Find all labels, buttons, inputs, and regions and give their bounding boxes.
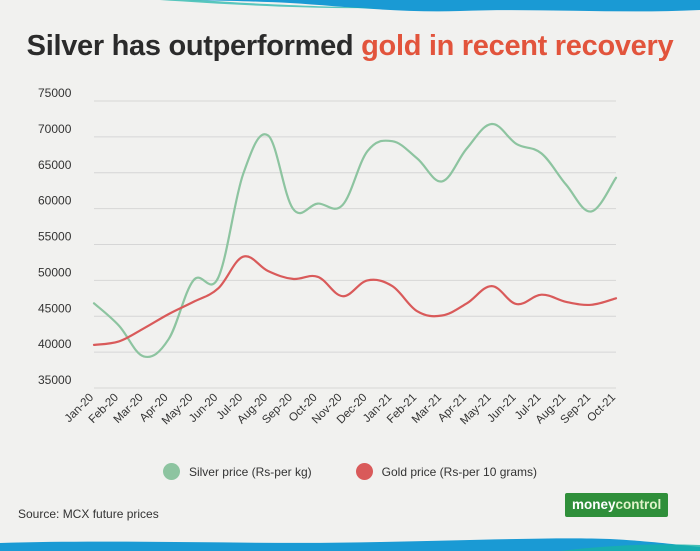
legend-label-gold: Gold price (Rs-per 10 grams)	[381, 464, 538, 479]
y-tick-label: 70000	[38, 122, 72, 136]
logo-text-money: money	[572, 497, 616, 512]
y-tick-label: 50000	[38, 265, 72, 279]
y-tick-label: 55000	[38, 230, 72, 244]
y-tick-label: 40000	[38, 337, 72, 351]
legend-item-gold: Gold price (Rs-per 10 grams)	[355, 463, 538, 480]
y-tick-label: 35000	[38, 373, 72, 387]
source-note: Source: MCX future prices	[18, 507, 159, 521]
silver-series-line	[92, 122, 618, 359]
gold-series-line	[92, 255, 618, 346]
line-chart: 35000 40000 45000 50000 55000 60000 65000 70000…	[38, 86, 618, 428]
x-tick-label: Oct-21	[585, 392, 618, 425]
bottom-wave-decoration	[0, 538, 700, 551]
legend-swatch-silver	[162, 463, 180, 480]
legend-label-silver: Silver price (Rs-per kg)	[188, 464, 312, 479]
y-tick-label: 65000	[38, 158, 72, 172]
top-wave-decoration	[0, 0, 700, 12]
title-part-accent: gold in recent recovery	[361, 30, 674, 62]
x-axis-ticks: Jan-20Feb-20Mar-20Apr-20May-20Jun-20Jul-…	[63, 392, 618, 428]
series-lines	[92, 122, 618, 359]
logo-text-control: control	[615, 497, 662, 512]
legend-swatch-gold	[355, 463, 373, 480]
title-part-dark: Silver has outperformed	[26, 30, 354, 62]
moneycontrol-logo: moneycontrol	[565, 493, 669, 517]
y-tick-label: 60000	[38, 194, 72, 208]
y-tick-label: 45000	[38, 301, 72, 315]
y-axis-ticks: 35000 40000 45000 50000 55000 60000 65000 70000…	[38, 86, 72, 387]
y-tick-label: 75000	[38, 86, 72, 100]
chart-title: Silver has outperformed gold in recent r…	[0, 30, 700, 63]
legend: Silver price (Rs-per kg) Gold price (Rs-…	[0, 463, 700, 480]
legend-item-silver: Silver price (Rs-per kg)	[162, 463, 312, 480]
gridlines	[94, 100, 616, 389]
